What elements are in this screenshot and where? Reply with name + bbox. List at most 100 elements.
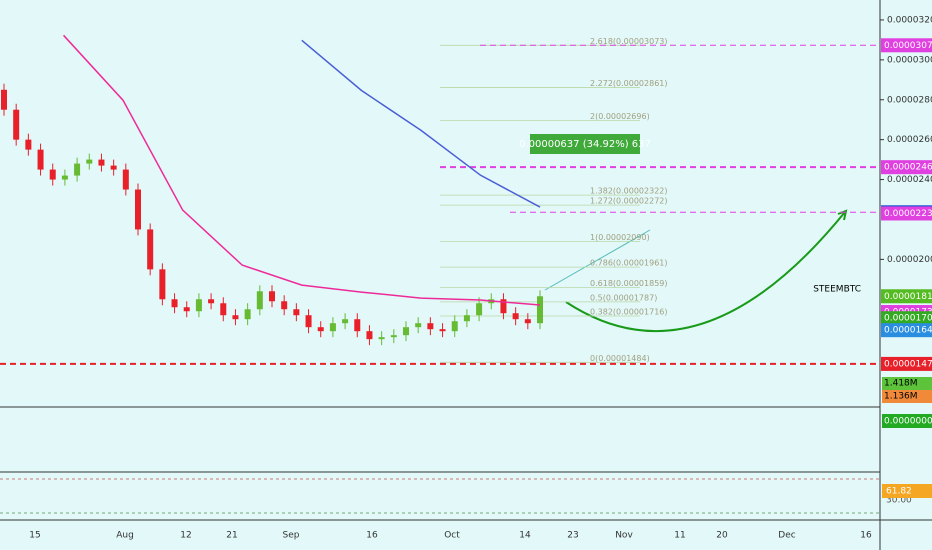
price-tag-label: 0.00001815 — [884, 292, 932, 302]
candle-body — [524, 319, 531, 324]
price-tag-label: 0.00001705 — [884, 314, 932, 324]
fib-label: 1.272(0.00002272) — [590, 197, 668, 206]
candle-body — [403, 327, 409, 336]
candle-body — [110, 165, 117, 170]
candle-body — [390, 335, 397, 338]
volume-tag — [882, 390, 932, 403]
price-tag-label: 0.00001476 — [884, 359, 932, 369]
candle-body — [122, 169, 129, 190]
x-tick-label: 14 — [519, 531, 531, 541]
candle-body — [342, 319, 349, 324]
price-tag-label: 0.00003073 — [884, 41, 932, 51]
candle-body — [463, 315, 470, 322]
candle-body — [74, 163, 81, 176]
price-tag — [881, 38, 932, 53]
y-tick-label: 0.00002600 — [887, 135, 932, 145]
x-tick-label: 15 — [29, 531, 40, 541]
fib-label: 0.618(0.00001859) — [590, 279, 668, 288]
candle-body — [281, 301, 288, 310]
candle-body — [98, 159, 105, 166]
candle-body — [329, 323, 336, 332]
x-tick-label: Aug — [116, 531, 134, 541]
fib-label: 2.272(0.00002861) — [590, 79, 668, 88]
candle-body — [195, 299, 202, 312]
candle-body — [159, 269, 166, 300]
symbol-label: STEEMBTC — [813, 285, 861, 295]
candle-body — [13, 109, 20, 140]
x-tick-label: 20 — [716, 531, 728, 541]
x-tick-label: 23 — [567, 531, 578, 541]
x-tick-label: 16 — [860, 531, 872, 541]
price-tag — [881, 206, 932, 221]
fib-label: 0.786(0.00001961) — [590, 259, 668, 268]
rsi-label: 61.82 — [886, 487, 912, 497]
price-tag — [881, 160, 932, 175]
annotation: 0.00000637 (34.92%) 637 — [519, 139, 651, 150]
x-tick-label: Nov — [615, 531, 633, 541]
candle-body — [512, 313, 519, 320]
y-tick-label: 0.00003000 — [887, 55, 932, 65]
moving-average — [301, 39, 541, 208]
x-tick-label: Oct — [444, 531, 460, 541]
rsi-tag — [882, 484, 932, 498]
trend-arrow — [544, 229, 651, 291]
fib-label: 1(0.00002090) — [590, 233, 650, 242]
candle-body — [439, 329, 446, 332]
candle-body — [366, 331, 373, 340]
fib-label: 2(0.00002696) — [590, 112, 650, 121]
candle-body — [208, 299, 215, 304]
candle-body — [317, 327, 324, 332]
volume-tag — [882, 377, 932, 390]
candle-body — [61, 175, 68, 180]
candle-body — [147, 229, 154, 270]
annotation-box — [530, 134, 640, 154]
price-tag-label: 0.00001645 — [884, 326, 932, 336]
price-tag — [881, 356, 932, 371]
candle-body — [537, 296, 543, 324]
price-tag-label: 0.00002462 — [884, 163, 932, 173]
candle-body — [171, 299, 178, 308]
candle-body — [244, 309, 251, 320]
moving-average — [63, 34, 541, 306]
fib-label: 2.618(0.00003073) — [590, 37, 668, 46]
fib-label: 1.382(0.00002322) — [590, 187, 668, 196]
rsi-tick: 30.00 — [886, 496, 912, 506]
candle-body — [293, 309, 300, 316]
y-tick-label: 0.00002400 — [887, 175, 932, 185]
candle-body — [135, 189, 141, 230]
x-tick-label: 16 — [366, 531, 378, 541]
candle-body — [25, 139, 32, 150]
candle-body — [427, 323, 434, 330]
candle-body — [269, 291, 275, 302]
x-tick-label: Dec — [778, 531, 795, 541]
candle-body — [305, 315, 312, 328]
y-tick-label: 0.00002800 — [887, 95, 932, 105]
y-tick-label: 0.00003200 — [887, 15, 932, 25]
candle-body — [49, 169, 56, 180]
y-tick-label: 0.00002000 — [887, 255, 932, 265]
x-tick-label: 11 — [674, 531, 685, 541]
candle-body — [451, 321, 458, 332]
candle-body — [476, 303, 483, 316]
projection-arrow — [565, 211, 846, 333]
volume-label: 1.136M — [884, 392, 918, 402]
fib-label: 0(0.00001484) — [590, 354, 650, 363]
fib-label: 0.5(0.00001787) — [590, 293, 657, 302]
candle-body — [86, 159, 93, 164]
candle-body — [37, 149, 44, 170]
macd-tag — [882, 414, 932, 428]
candle-body — [183, 307, 190, 312]
candle-body — [500, 299, 507, 314]
candle-body — [354, 319, 361, 332]
price-tag — [881, 323, 932, 338]
volume-label: 1.418M — [884, 379, 918, 389]
fib-label: 0.382(0.00001716) — [590, 308, 668, 317]
candle-body — [378, 337, 385, 340]
candle-body — [232, 315, 239, 320]
x-tick-label: 12 — [180, 531, 191, 541]
candle-body — [256, 291, 263, 310]
candle-body — [415, 323, 422, 328]
price-tag — [881, 311, 932, 326]
